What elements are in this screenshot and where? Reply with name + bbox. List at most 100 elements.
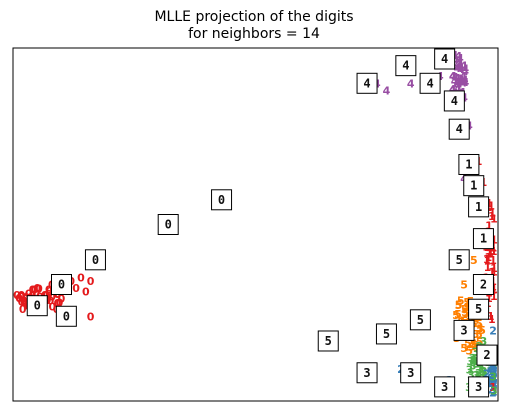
cluster-point-2: 2: [487, 360, 495, 373]
cluster-point-0: 0: [56, 297, 64, 310]
thumbnail-digit: 3: [407, 366, 414, 380]
cluster-point-0: 0: [18, 295, 26, 308]
cluster-point-4: 4: [460, 77, 468, 90]
digit-thumbnail: 1: [458, 153, 480, 175]
cluster-point-3: 3: [489, 360, 497, 373]
cluster-point-5: 5: [465, 345, 473, 358]
cluster-point-2: 2: [490, 364, 498, 377]
cluster-point-0: 0: [18, 290, 26, 303]
cluster-point-4: 4: [455, 61, 463, 74]
cluster-point-1: 1: [484, 251, 492, 264]
digit-thumbnail: 1: [468, 196, 490, 218]
cluster-point-1: 1: [490, 234, 498, 247]
thumbnail-frame: [375, 323, 397, 345]
cluster-point-4: 4: [462, 76, 470, 89]
cluster-point-5: 5: [454, 308, 462, 321]
cluster-point-0: 0: [17, 290, 25, 303]
thumbnail-digit: 5: [417, 313, 424, 327]
thumbnail-digit: 4: [402, 59, 409, 73]
cluster-point-5: 5: [464, 337, 472, 350]
plot-layer: 0000000000000000000000000000000000000000…: [13, 48, 498, 400]
cluster-point-5: 5: [455, 299, 463, 312]
thumbnail-digit: 1: [475, 200, 482, 214]
cluster-point-4: 4: [449, 70, 457, 83]
cluster-point-5: 5: [478, 324, 486, 337]
cluster-point-0: 0: [18, 289, 26, 302]
data-point-0: 0: [58, 293, 66, 306]
data-point-0: 0: [19, 303, 27, 316]
digit-thumbnail: 1: [472, 228, 494, 250]
cluster-point-2: 2: [490, 378, 498, 391]
cluster-point-3: 3: [477, 363, 485, 376]
data-point-3: 3: [490, 384, 498, 397]
cluster-point-1: 1: [486, 247, 494, 260]
cluster-point-3: 3: [480, 366, 488, 379]
cluster-point-0: 0: [35, 283, 43, 296]
cluster-point-4: 4: [456, 60, 464, 73]
cluster-point-1: 1: [485, 220, 493, 233]
thumbnail-frame: [395, 55, 417, 77]
data-point-0: 0: [87, 275, 95, 288]
cluster-point-5: 5: [476, 335, 484, 348]
digit-thumbnail: 0: [51, 274, 72, 296]
digit-thumbnail: 5: [317, 330, 339, 352]
thumbnail-frame: [211, 189, 233, 211]
cluster-point-4: 4: [457, 74, 465, 87]
thumbnail-frame: [84, 249, 106, 271]
cluster-point-1: 1: [488, 210, 496, 223]
thumbnail-frame: [453, 319, 475, 341]
cluster-point-0: 0: [22, 292, 30, 305]
cluster-point-0: 0: [54, 297, 62, 310]
thumbnail-frame: [468, 196, 490, 218]
data-point-4: 4: [407, 77, 415, 90]
cluster-point-2: 2: [490, 365, 498, 378]
thumbnail-digit: 3: [441, 380, 448, 394]
thumbnail-digit: 0: [58, 278, 65, 292]
cluster-point-1: 1: [487, 200, 495, 213]
cluster-point-0: 0: [20, 296, 28, 309]
cluster-point-3: 3: [489, 371, 497, 384]
thumbnail-digit: 0: [92, 253, 99, 267]
thumbnail-digit: 5: [456, 253, 463, 267]
cluster-point-5: 5: [461, 306, 469, 319]
thumbnail-frame: [356, 72, 378, 94]
thumbnail-frame: [26, 295, 48, 317]
digit-thumbnail: 2: [476, 344, 498, 366]
thumbnail-digit: 0: [34, 299, 41, 313]
thumbnail-digit: 3: [363, 366, 370, 380]
cluster-point-3: 3: [469, 359, 477, 372]
data-point-5: 5: [460, 279, 468, 292]
thumbnail-frame: [468, 298, 490, 320]
cluster-point-4: 4: [456, 73, 464, 86]
cluster-point-1: 1: [490, 283, 498, 296]
cluster-point-5: 5: [471, 339, 479, 352]
digit-thumbnail: 5: [468, 298, 490, 320]
digit-thumbnail: 5: [409, 309, 431, 331]
cluster-point-0: 0: [29, 284, 37, 297]
thumbnail-frame: [434, 376, 456, 398]
cluster-point-2: 2: [490, 370, 498, 383]
cluster-point-4: 4: [454, 77, 462, 90]
cluster-point-4: 4: [458, 76, 466, 89]
cluster-point-2: 2: [490, 372, 498, 385]
cluster-point-4: 4: [452, 54, 460, 67]
digit-thumbnail: 0: [55, 305, 77, 327]
data-point-2: 2: [490, 360, 498, 373]
cluster-point-2: 2: [490, 377, 498, 390]
digit-thumbnail: 4: [419, 72, 441, 94]
cluster-point-0: 0: [46, 285, 54, 298]
cluster-point-4: 4: [453, 62, 461, 75]
cluster-point-4: 4: [459, 71, 467, 84]
data-point-3: 3: [475, 367, 483, 380]
digit-thumbnail: 0: [84, 249, 106, 271]
data-point-0: 0: [33, 282, 41, 295]
cluster-point-1: 1: [486, 245, 494, 258]
cluster-point-4: 4: [461, 65, 469, 78]
thumbnail-frame: [157, 214, 179, 235]
cluster-point-2: 2: [490, 371, 498, 384]
digit-thumbnail: 0: [26, 295, 48, 317]
thumbnail-digit: 2: [483, 348, 490, 362]
cluster-point-5: 5: [464, 301, 472, 314]
digit-thumbnail: 3: [356, 362, 378, 384]
digit-thumbnail: 3: [434, 376, 456, 398]
